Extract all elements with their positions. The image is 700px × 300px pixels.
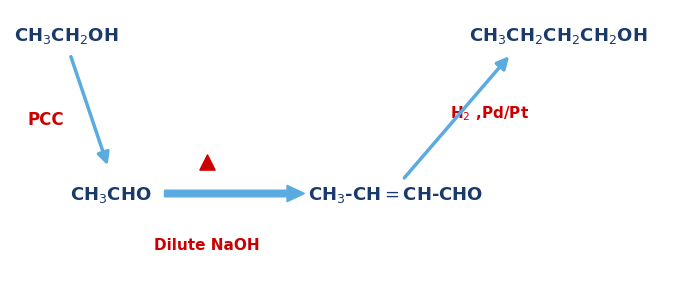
Text: CH$_3$CH$_2$CH$_2$CH$_2$OH: CH$_3$CH$_2$CH$_2$CH$_2$OH bbox=[469, 26, 648, 46]
Text: CH$_3$-CH$=$CH-CHO: CH$_3$-CH$=$CH-CHO bbox=[308, 185, 483, 205]
Text: H$_2$ ,Pd/Pt: H$_2$ ,Pd/Pt bbox=[450, 105, 530, 123]
Text: Dilute NaOH: Dilute NaOH bbox=[154, 238, 259, 253]
FancyArrow shape bbox=[164, 185, 304, 202]
Text: PCC: PCC bbox=[27, 111, 64, 129]
Text: CH$_3$CHO: CH$_3$CHO bbox=[70, 185, 152, 205]
Point bbox=[201, 160, 212, 164]
Text: CH$_3$CH$_2$OH: CH$_3$CH$_2$OH bbox=[14, 26, 118, 46]
